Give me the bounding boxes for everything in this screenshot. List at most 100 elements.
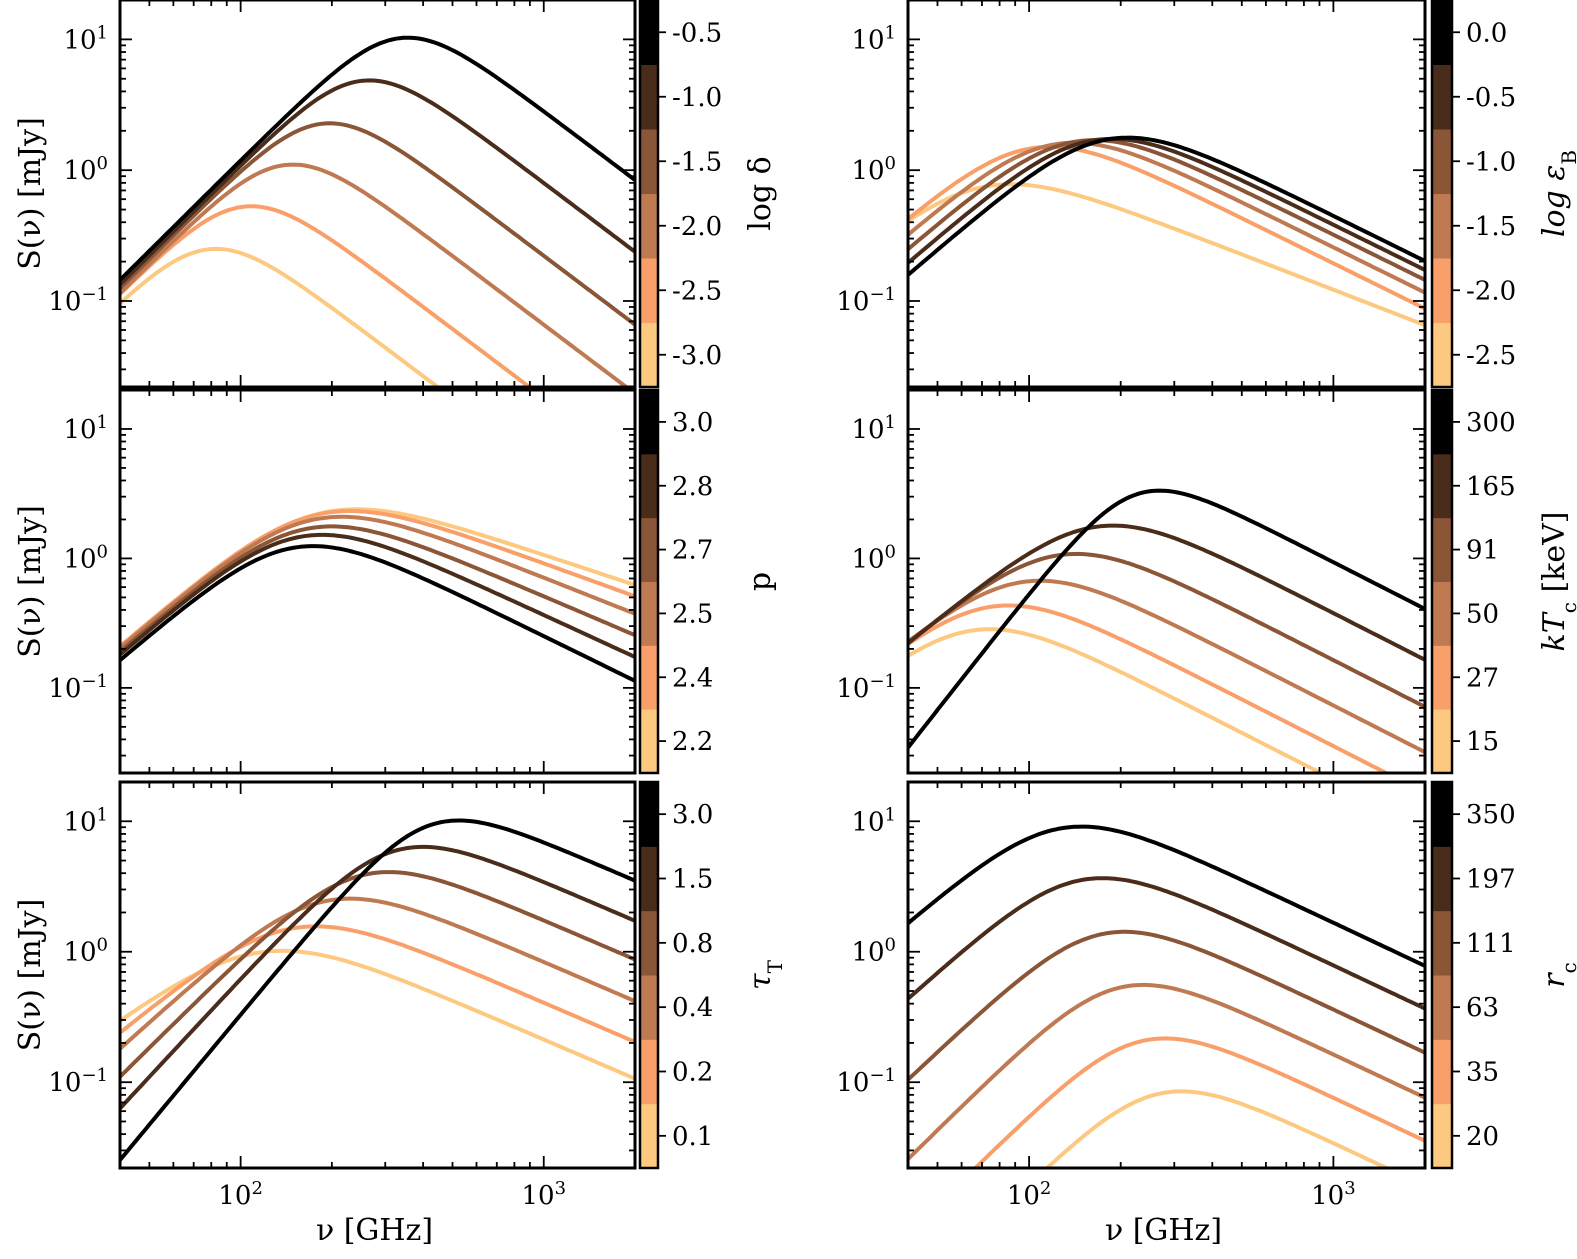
colorbar-segment: [1432, 0, 1452, 65]
panel-top-right-frame: [906, 0, 1427, 389]
colorbar-segment: [1432, 910, 1452, 976]
panel-top-left-series: [120, 35, 635, 387]
panel-top-right-series: [908, 135, 1425, 328]
panel-top-left-colorbar: -3.0 -2.5 -2.0 -1.5 -1.0 -0.5 log δ: [638, 0, 778, 389]
series-line-3.0: [120, 544, 635, 683]
colorbar-frame: [638, 0, 660, 389]
series-line-27: [908, 603, 1391, 773]
colorbar-tick-label: 63: [1466, 993, 1499, 1023]
colorbar-segment: [640, 709, 658, 774]
x-axis-label: ν [GHz]: [316, 1213, 433, 1248]
colorbar-segment: [640, 322, 658, 388]
series-line--2.5: [908, 182, 1425, 328]
colorbar-tick-label: 2.2: [672, 727, 713, 757]
colorbar-tick-label: -0.5: [672, 18, 722, 48]
colorbar-segment: [640, 1039, 658, 1105]
panel-top-right-colorbar: -2.5 -2.0 -1.5 -1.0 -0.5 0.0 log εB: [1430, 0, 1577, 389]
y-tick-label: 101: [851, 22, 896, 56]
series-line--1.5: [908, 140, 1425, 295]
y-tick-label: 10−1: [836, 670, 896, 704]
colorbar-segment: [1432, 782, 1452, 847]
series-line--1.0: [908, 138, 1425, 282]
series-line-300: [908, 488, 1425, 749]
y-tick-label: 10−1: [836, 283, 896, 317]
panel-top-left-frame: [118, 0, 637, 389]
panel-bottom-right-series: [908, 824, 1425, 1168]
panel-top-right-group: 101 100 10−1 -2.5 -2.0 -1.5 -1.0 -0.5 0.0 log εB: [836, 0, 1577, 389]
panel-top-left-group: 101 100 10−1S(ν) [mJy] -3.0 -2.5 -2.0 -1.5 -1.0…: [13, 0, 778, 389]
colorbar-segment: [1432, 258, 1452, 323]
series-line-20: [1044, 1089, 1392, 1168]
colorbar-label: τT: [743, 959, 787, 990]
colorbar-tick-label: 91: [1466, 536, 1499, 566]
colorbar-tick-label: 2.5: [672, 599, 713, 629]
colorbar-segment: [1432, 322, 1452, 388]
series-line-197: [908, 876, 1425, 1011]
panel-middle-right-group: 101 100 10−1 15 27 50 91 165 300 kTc [keV]: [836, 388, 1577, 775]
colorbar-segment: [1432, 1103, 1452, 1169]
x-tick-label: 103: [1311, 1178, 1356, 1212]
panel-bottom-left-frame: [118, 780, 637, 1170]
colorbar-tick-label: -0.5: [1466, 83, 1516, 113]
series-line-63: [908, 982, 1425, 1161]
colorbar-frame: [1430, 388, 1454, 775]
series-line-111: [908, 929, 1425, 1082]
series-line-0.8: [120, 870, 635, 1079]
colorbar-segment: [640, 0, 658, 65]
colorbar-segment: [1432, 129, 1452, 194]
x-tick-label: 102: [1007, 1178, 1052, 1212]
colorbar-segment: [640, 846, 658, 912]
colorbar-segment: [1432, 846, 1452, 912]
y-tick-label: 101: [63, 22, 108, 56]
x-tick-label: 102: [218, 1178, 263, 1212]
colorbar-segment: [640, 517, 658, 582]
colorbar-tick-label: 0.4: [672, 993, 713, 1023]
series-line-0.4: [120, 896, 635, 1051]
y-tick-label: 100: [63, 541, 108, 575]
y-tick-label: 100: [63, 153, 108, 187]
colorbar-segment: [640, 390, 658, 455]
colorbar-segment: [1432, 645, 1452, 710]
colorbar-segment: [640, 581, 658, 646]
series-line--2.5: [120, 204, 533, 387]
panel-bottom-right-colorbar: 20 35 63 111 197 350 rc: [1430, 780, 1577, 1170]
x-tick-label: 103: [521, 1178, 566, 1212]
colorbar-tick-label: 111: [1466, 929, 1516, 959]
series-line--2.0: [908, 144, 1425, 311]
colorbar-label: p: [743, 572, 778, 591]
series-line--0.5: [120, 35, 635, 282]
colorbar-tick-label: -1.5: [1466, 212, 1516, 242]
colorbar-tick-label: 3.0: [672, 408, 713, 438]
colorbar-segment: [1432, 193, 1452, 259]
series-line--2.0: [120, 162, 630, 387]
colorbar-tick-label: 2.4: [672, 663, 713, 693]
series-line--1.5: [120, 121, 635, 327]
series-line--0.5: [908, 136, 1425, 272]
colorbar-tick-label: 1.5: [672, 865, 713, 895]
y-tick-label: 101: [851, 804, 896, 838]
colorbar-segment: [1432, 709, 1452, 774]
series-line-165: [908, 523, 1425, 662]
colorbar-tick-label: -2.0: [672, 212, 722, 242]
series-line-2.5: [120, 514, 635, 650]
colorbar-tick-label: 0.8: [672, 929, 713, 959]
colorbar-frame: [1430, 0, 1454, 389]
colorbar-tick-label: 2.7: [672, 536, 713, 566]
colorbar-tick-label: 35: [1466, 1058, 1499, 1088]
colorbar-frame: [638, 780, 660, 1170]
colorbar-tick-label: 50: [1466, 599, 1499, 629]
y-tick-label: 10−1: [48, 283, 108, 317]
colorbar-segment: [1432, 975, 1452, 1040]
colorbar-tick-label: 2.8: [672, 472, 713, 502]
colorbar-frame: [638, 388, 660, 775]
y-tick-label: 10−1: [48, 670, 108, 704]
y-tick-label: 100: [851, 153, 896, 187]
colorbar-tick-label: 0.0: [1466, 18, 1507, 48]
colorbar-segment: [640, 453, 658, 519]
y-axis-label: S(ν) [mJy]: [13, 505, 48, 658]
colorbar-segment: [640, 1103, 658, 1169]
series-line-0.0: [908, 135, 1425, 277]
y-tick-label: 101: [63, 411, 108, 445]
